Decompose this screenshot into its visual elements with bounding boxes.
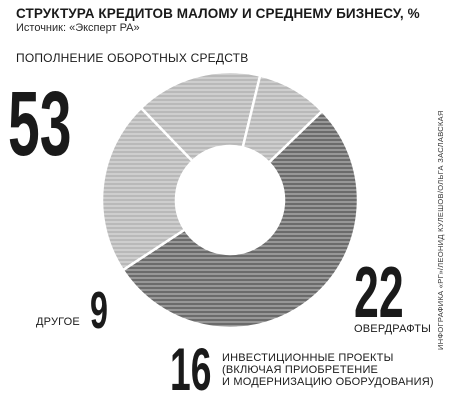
value-label-53: 53 <box>8 73 72 175</box>
donut-slice-investment <box>139 70 262 163</box>
chart-title: СТРУКТУРА КРЕДИТОВ МАЛОМУ И СРЕДНЕМУ БИЗ… <box>16 6 420 21</box>
slice-label-other: ДРУГОЕ <box>36 316 80 328</box>
chart-source: Источник: «Эксперт РА» <box>16 22 140 34</box>
donut-slice-other <box>241 74 324 165</box>
slice-label-investment-line-2: (ВКЛЮЧАЯ ПРИОБРЕТЕНИЕ <box>222 364 379 376</box>
slice-label-investment-line-3: И МОДЕРНИЗАЦИЮ ОБОРУДОВАНИЯ) <box>222 376 434 388</box>
slice-label-investment-line-1: ИНВЕСТИЦИОННЫЕ ПРОЕКТЫ <box>222 352 394 364</box>
donut-slice-overdrafts <box>100 106 195 272</box>
slice-label-overdrafts: ОВЕРДРАФТЫ <box>354 323 432 335</box>
donut-slice-working-capital <box>121 109 360 330</box>
slice-label-working-capital: ПОПОЛНЕНИЕ ОБОРОТНЫХ СРЕДСТВ <box>16 51 249 65</box>
value-label-16: 16 <box>170 336 212 403</box>
infographic-credit: ИНФОГРАФИКА «РГ»/ЛЕОНИД КУЛЕШОВ/ОЛЬГА ЗА… <box>436 110 445 350</box>
value-label-22: 22 <box>354 253 404 333</box>
value-label-9: 9 <box>90 282 108 340</box>
